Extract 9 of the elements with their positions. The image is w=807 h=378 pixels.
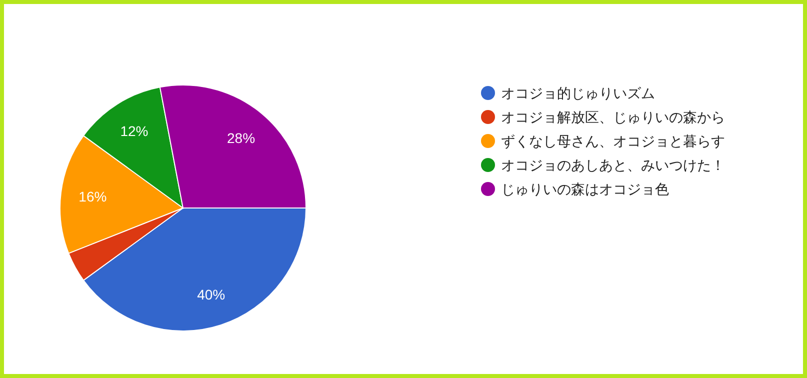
legend-label: オコジョのあしあと、みいつけた！	[501, 157, 725, 173]
legend-label: じゅりいの森はオコジョ色	[501, 181, 669, 197]
data-label: 16%	[78, 188, 107, 205]
legend-label: ずくなし母さん、オコジョと暮らす	[501, 133, 725, 149]
data-label: 28%	[227, 130, 256, 146]
legend-label: オコジョ解放区、じゅりいの森から	[501, 109, 725, 125]
data-label: 40%	[197, 286, 226, 303]
data-label: 12%	[120, 123, 148, 140]
legend-label: オコジョ的じゅりいズム	[501, 85, 655, 101]
